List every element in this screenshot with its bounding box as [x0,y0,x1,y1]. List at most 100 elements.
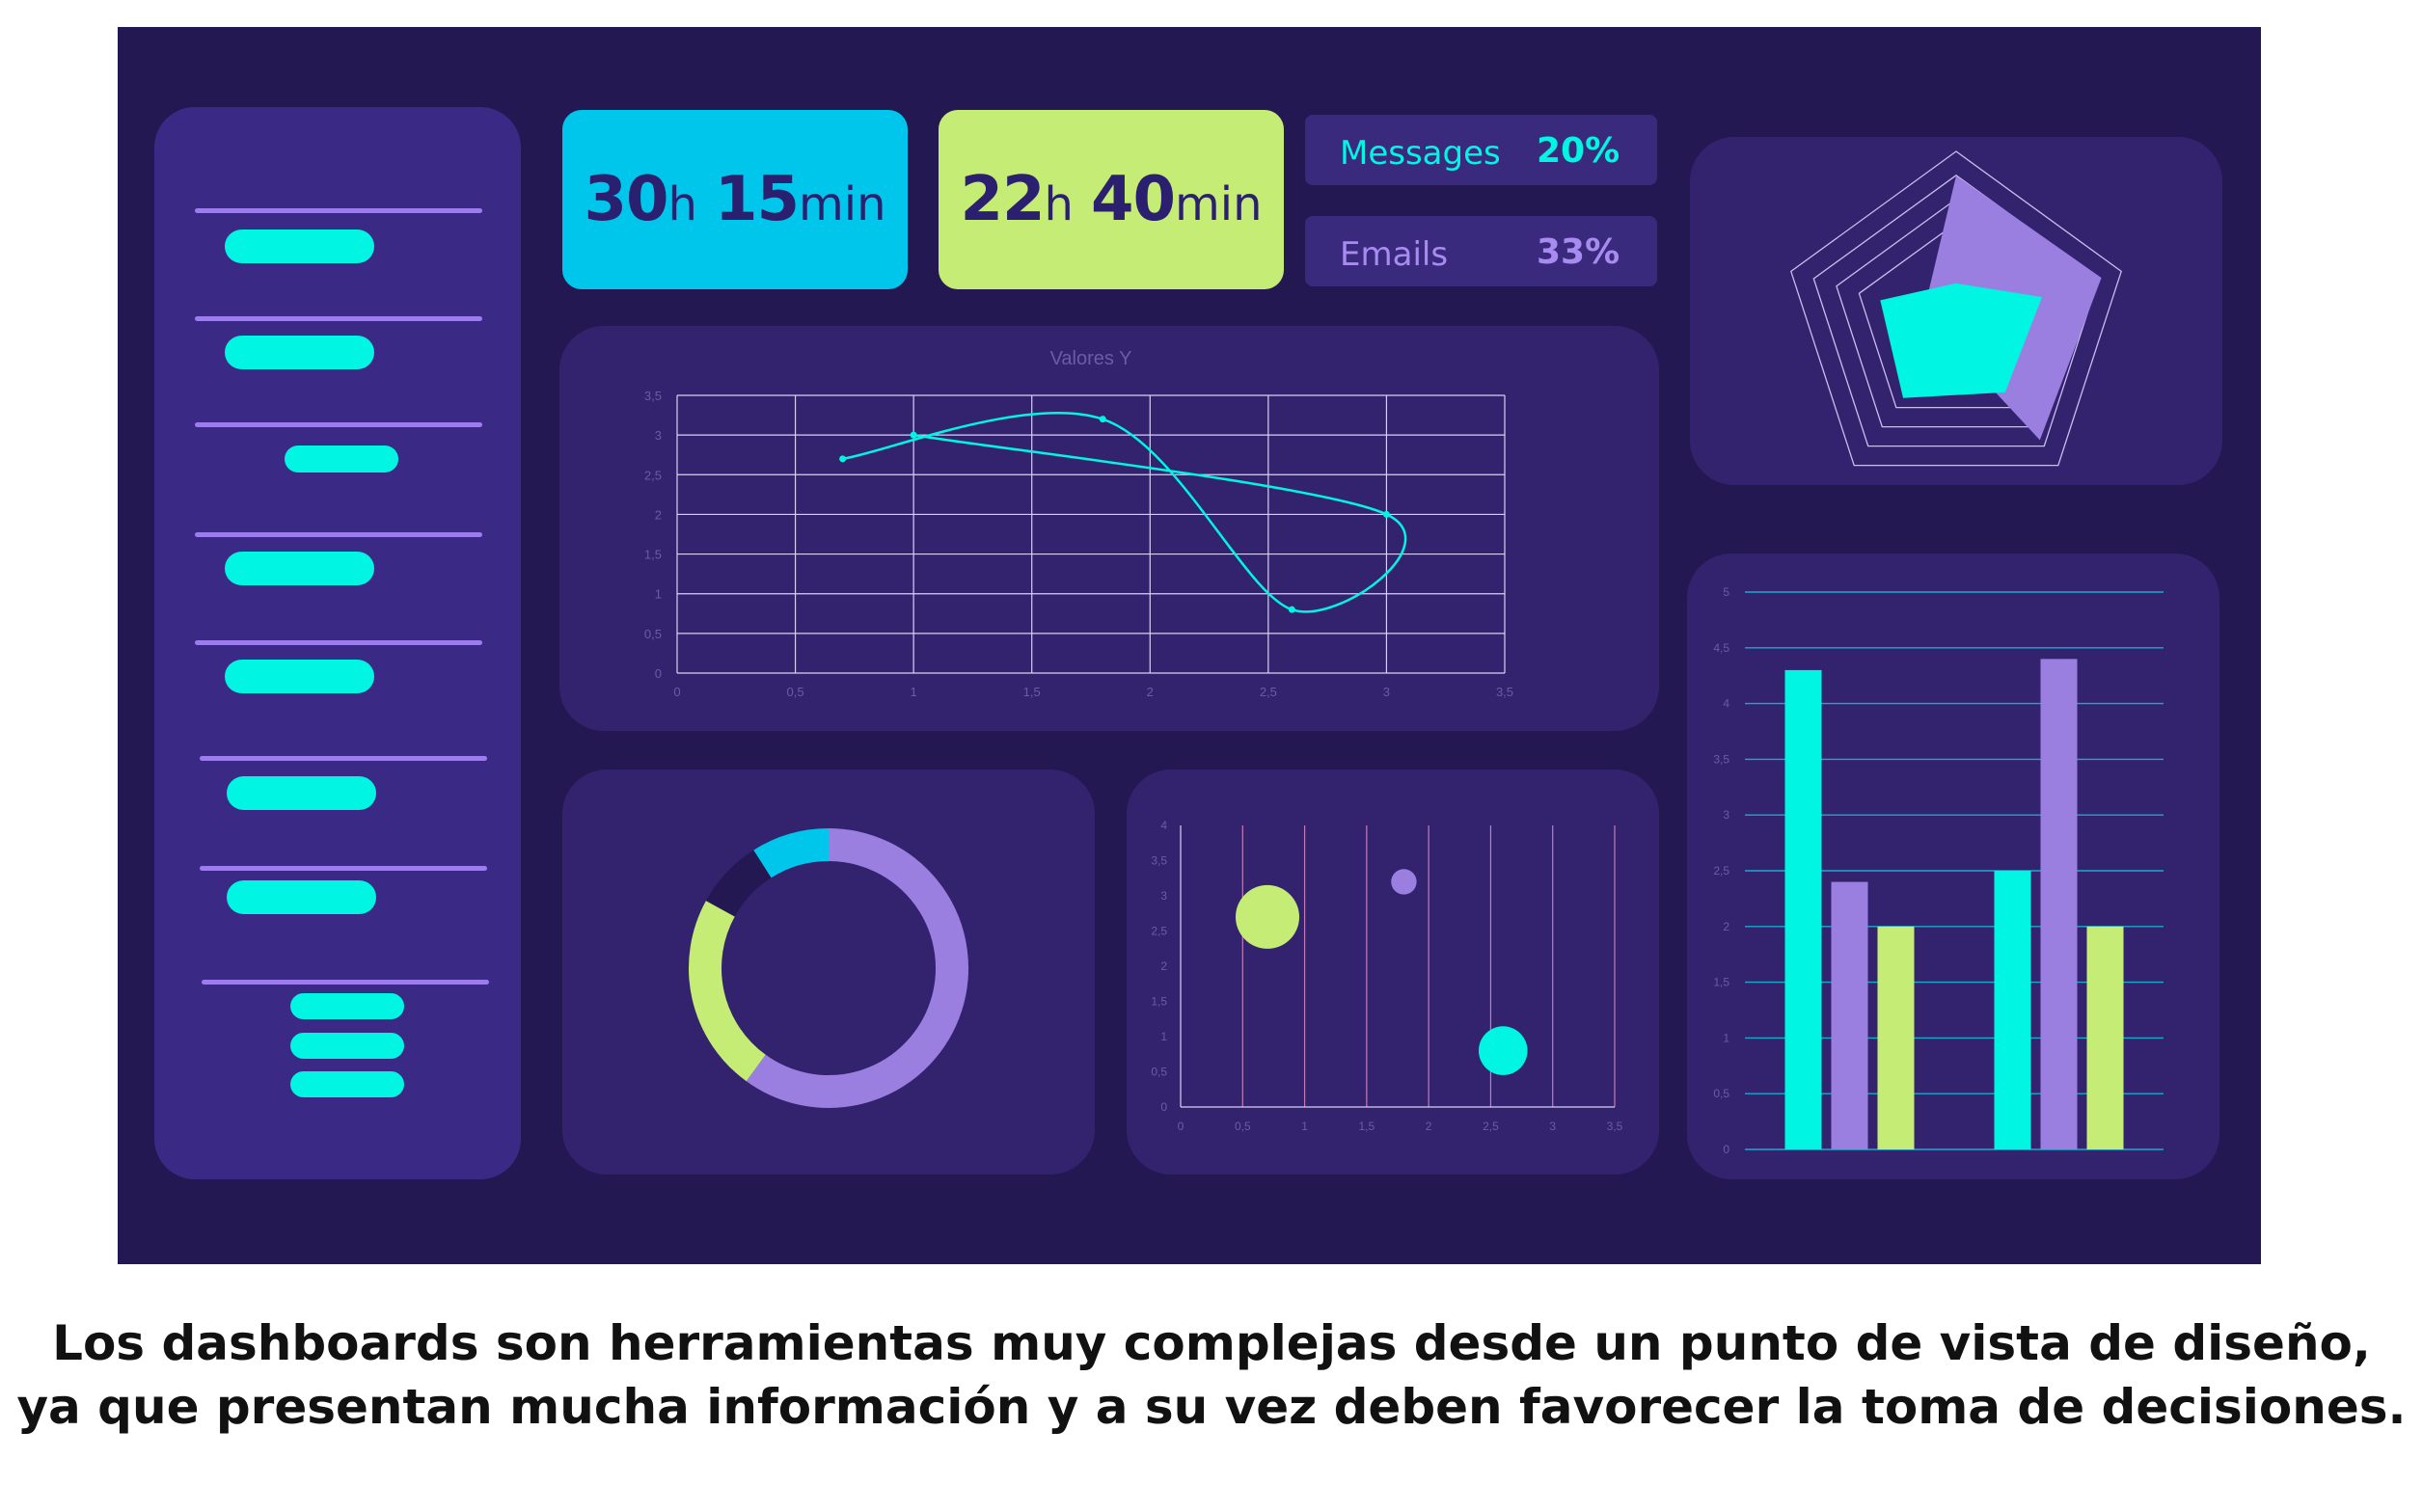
x-tick-label: 0,5 [787,685,804,699]
sidebar-divider [200,866,487,871]
bar-chart: 0 0,5 1 1,5 2 2,5 3 3,5 4 4,5 5 [1713,585,2164,1156]
sidebar-divider [195,640,482,645]
messages-label: Messages [1340,134,1501,173]
x-tick-label: 1 [911,685,917,699]
bar [1784,669,1822,1149]
bar-chart-card: 0 0,5 1 1,5 2 2,5 3 3,5 4 4,5 5 [1687,554,2219,1179]
x-tick-label: 1,5 [1023,685,1041,699]
sidebar-item[interactable] [225,552,374,585]
sidebar [154,107,521,1179]
donut-chart-card [562,770,1095,1174]
bar [2086,926,2124,1149]
y-tick-label: 3 [1723,808,1729,822]
y-tick-label: 5 [1723,585,1729,599]
data-point [1382,510,1390,518]
bubble [1391,869,1417,895]
bar [1831,881,1868,1149]
radar-chart [1790,150,2122,467]
donut-chart [689,828,968,1108]
x-tick-label: 2,5 [1483,1120,1499,1133]
y-tick-label: 0 [655,666,662,681]
messages-stat: Messages 20% [1305,115,1657,185]
y-tick-label: 1 [1723,1031,1729,1044]
caption-line-1: Los dashboards son herramientas muy comp… [52,1315,2371,1371]
donut-slice [753,828,830,878]
x-tick-label: 2,5 [1260,685,1277,699]
y-tick-label: 0,5 [644,627,662,641]
x-tick-label: 3 [1549,1120,1556,1133]
sidebar-divider [195,422,482,427]
sidebar-subitem[interactable] [290,1071,404,1097]
sidebar-divider [195,208,482,213]
sidebar-item[interactable] [225,660,374,693]
bubble-chart-card: 0 0,5 1 1,5 2 2,5 3 3,5 0 0,5 1 1,5 2 2,5 3 3,5 4 [1127,770,1659,1174]
data-point [910,431,917,439]
bubble-chart: 0 0,5 1 1,5 2 2,5 3 3,5 0 0,5 1 1,5 2 2,5 3 3,5 4 [1151,819,1623,1133]
time2-minutes: 40 [1090,164,1176,235]
y-tick-label: 3,5 [1151,854,1167,868]
time2-minutes-unit: min [1175,177,1263,231]
time-tile-1: 30 h 15 min [562,110,908,289]
sidebar-item[interactable] [227,776,376,810]
sidebar-item[interactable] [225,230,374,263]
dashboard: 30 h 15 min 22 h 40 min Messages 20% Ema… [118,27,2261,1264]
y-tick-label: 1,5 [1713,976,1729,989]
sidebar-subitem[interactable] [290,993,404,1019]
sidebar-divider [195,316,482,321]
bubble [1478,1026,1528,1075]
time1-hours: 30 [584,164,668,235]
y-tick-label: 2 [655,507,662,522]
x-tick-label: 3,5 [1496,685,1513,699]
sidebar-item[interactable] [225,336,374,369]
radar-series [1880,283,2042,398]
y-tick-label: 2 [1160,959,1167,973]
time1-hours-unit: h [667,177,697,231]
x-tick-label: 1 [1301,1120,1308,1133]
messages-value: 20% [1537,131,1620,171]
emails-stat: Emails 33% [1305,216,1657,286]
bubble [1236,884,1299,949]
y-tick-label: 0 [1160,1100,1167,1114]
y-tick-label: 1,5 [1151,995,1167,1009]
y-tick-label: 4 [1160,819,1167,832]
time-tile-2: 22 h 40 min [939,110,1284,289]
y-tick-label: 1 [655,587,662,602]
time2-hours: 22 [960,164,1045,235]
radar-ring [1790,150,2122,467]
donut-slice [746,828,968,1108]
line-chart-card: Valores Y 0 0,5 1 1,5 2 2,5 3 3,5 0 0,5 1 1,5 2 2,5 3 3,… [559,326,1659,731]
emails-value: 33% [1537,232,1620,272]
chart-title: Valores Y [1050,348,1132,369]
sidebar-divider [202,980,489,985]
data-point [839,455,847,463]
y-tick-label: 0,5 [1151,1066,1167,1079]
time2-hours-unit: h [1044,177,1074,231]
x-tick-label: 0 [673,685,680,699]
y-tick-label: 2,5 [644,468,662,482]
time1-minutes: 15 [714,164,800,235]
sidebar-divider [200,756,487,761]
x-tick-label: 0 [1178,1120,1184,1133]
donut-slice [689,901,767,1082]
sidebar-item[interactable] [227,880,376,914]
y-tick-label: 4,5 [1713,641,1729,655]
y-tick-label: 1,5 [644,548,662,562]
bar [1994,871,2031,1149]
x-tick-label: 2 [1426,1120,1432,1133]
y-tick-label: 2,5 [1151,925,1167,938]
bar [2040,659,2078,1149]
series-line [842,411,1407,613]
emails-label: Emails [1340,235,1449,274]
x-tick-label: 3 [1383,685,1390,699]
sidebar-item[interactable] [285,446,398,472]
caption: Los dashboards son herramientas muy comp… [0,1311,2423,1439]
data-point [1099,416,1106,423]
sidebar-divider [195,532,482,537]
sidebar-subitem[interactable] [290,1033,404,1059]
bar [1877,926,1915,1149]
y-tick-label: 0 [1723,1143,1729,1156]
y-tick-label: 4 [1723,697,1729,711]
x-tick-label: 1,5 [1359,1120,1375,1133]
x-tick-label: 3,5 [1607,1120,1623,1133]
line-chart: Valores Y 0 0,5 1 1,5 2 2,5 3 3,5 0 0,5 1 1,5 2 2,5 3 3,… [644,348,1513,699]
